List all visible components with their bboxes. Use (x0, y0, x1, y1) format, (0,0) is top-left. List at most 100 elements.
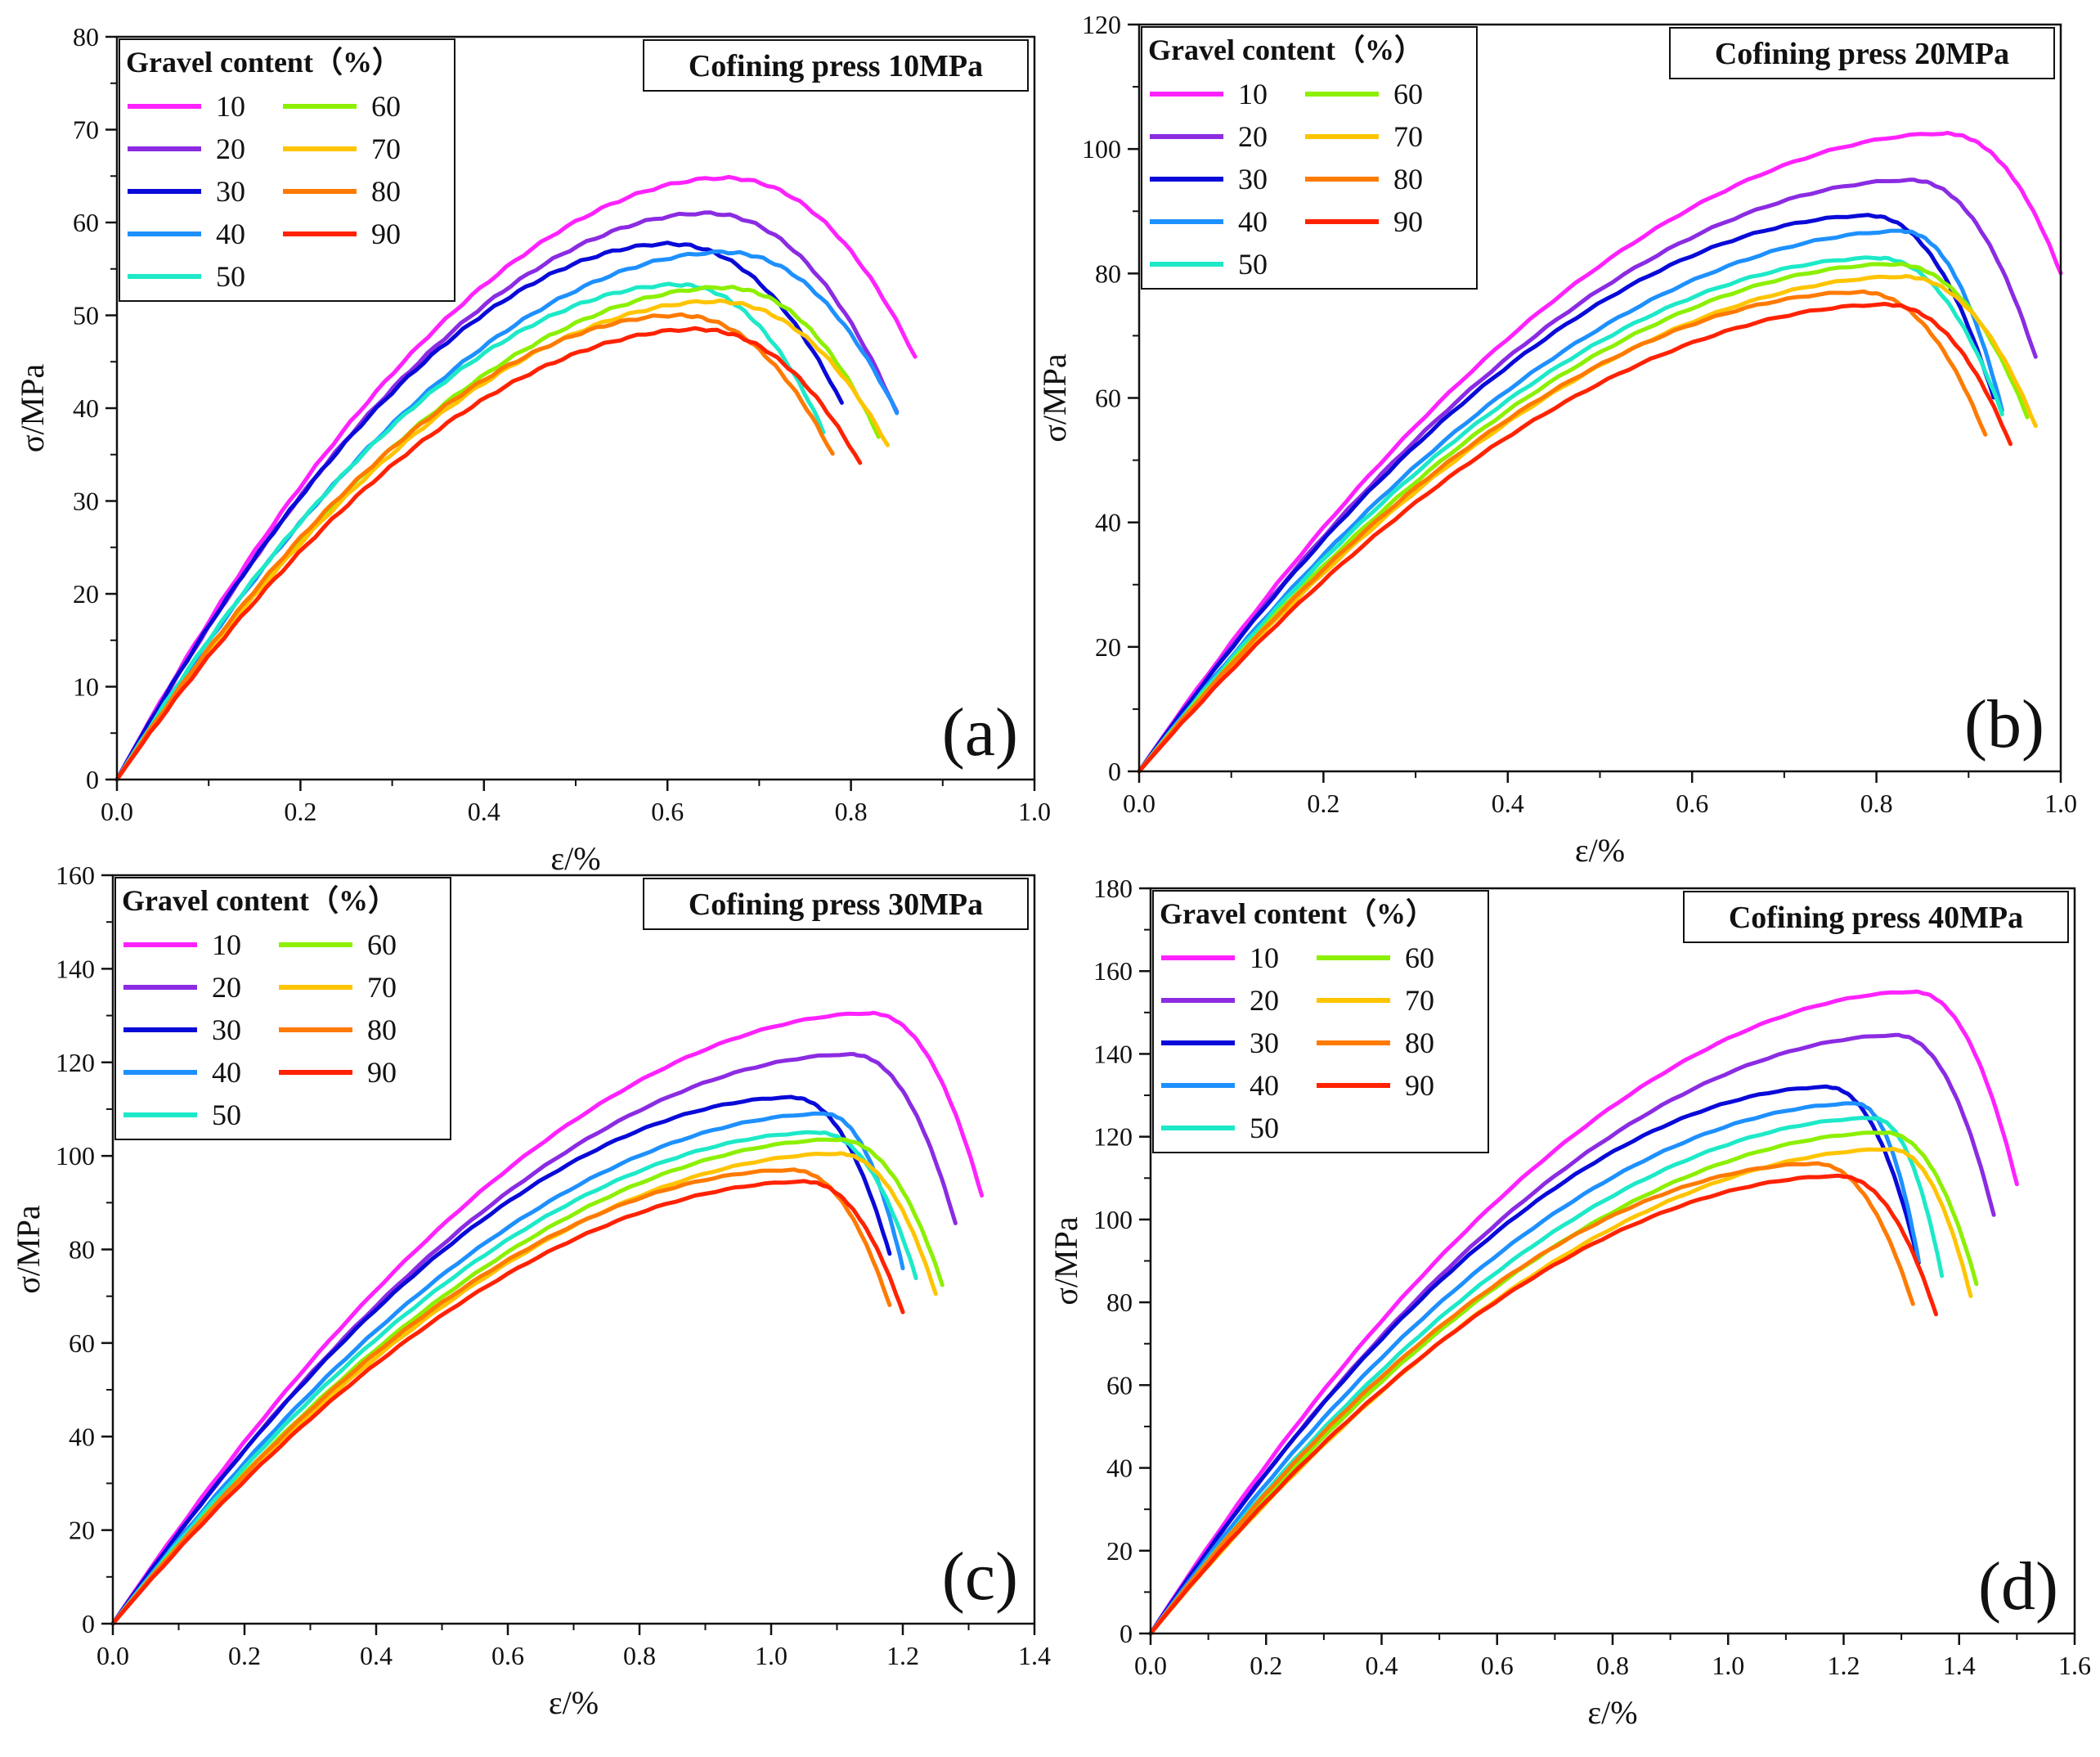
condition-label: Cofining press 20MPa (1715, 37, 2009, 71)
y-tick-label: 100 (1093, 1205, 1133, 1234)
x-tick-label: 1.2 (1828, 1651, 1860, 1680)
condition-box (643, 39, 1029, 92)
y-axis-title: σ/MPa (10, 1205, 47, 1293)
legend-box (114, 877, 451, 1140)
legend-label-80: 80 (1393, 163, 1423, 195)
y-tick-label: 80 (1095, 258, 1121, 288)
legend-label-50: 50 (1238, 248, 1268, 281)
y-tick-label: 20 (1095, 632, 1121, 662)
legend-label-70: 70 (1393, 120, 1423, 153)
legend-label-60: 60 (1393, 78, 1423, 110)
legend-label-20: 20 (1250, 984, 1279, 1017)
legend-label-60: 60 (1405, 941, 1434, 974)
y-tick-label: 40 (1106, 1454, 1133, 1483)
x-tick-label: 1.0 (2044, 789, 2077, 818)
series-line-10 (114, 174, 918, 782)
series-line-80 (1137, 289, 1988, 774)
legend-label-30: 30 (212, 1013, 241, 1046)
legend-label-50: 50 (216, 260, 245, 293)
y-tick-label: 100 (56, 1141, 95, 1171)
chart-panel-b: 0.0 0.2 0.4 0.6 0.8 1.0 0 20 40 60 80 100 120 ε/% σ/MP… (1036, 10, 2077, 869)
chart-panel-a: 0.0 0.2 0.4 0.6 0.8 1.0 0 10 20 30 40 50 60 70 80 ε/% σ/… (14, 22, 1051, 877)
legend-label-40: 40 (1238, 205, 1268, 238)
series-line-30 (114, 240, 844, 782)
y-tick-label: 60 (1106, 1370, 1133, 1400)
x-axis-title: ε/% (1575, 832, 1625, 869)
legend-box (1141, 26, 1478, 290)
condition-box (1669, 27, 2055, 79)
y-tick-label: 180 (1093, 874, 1133, 903)
chart-panel-c: 0.0 0.2 0.4 0.6 0.8 1.0 1.2 1.4 0 20 40 60 80 100 120 1… (10, 861, 1051, 1721)
y-tick-label: 160 (1093, 956, 1133, 986)
legend-title: Gravel content（%） (1148, 34, 1424, 66)
legend-label-60: 60 (371, 90, 401, 123)
legend-label-90: 90 (1405, 1069, 1434, 1102)
x-tick-label: 1.0 (755, 1641, 788, 1670)
series-line-30 (1137, 213, 1996, 774)
series-line-50 (110, 1130, 918, 1626)
x-axis-title: ε/% (549, 1684, 599, 1721)
y-tick-label: 70 (73, 115, 99, 145)
legend-label-50: 50 (212, 1099, 241, 1131)
series-line-80 (110, 1167, 892, 1626)
panel-label: (c) (942, 1539, 1018, 1615)
series-line-80 (1148, 1161, 1915, 1636)
y-tick-label: 60 (73, 208, 99, 237)
legend-label-70: 70 (1405, 984, 1434, 1017)
legend-label-40: 40 (212, 1056, 241, 1089)
y-tick-label: 80 (69, 1235, 95, 1265)
legend-box (1152, 890, 1489, 1153)
series-line-50 (1137, 255, 2004, 774)
legend-label-20: 20 (1238, 120, 1268, 153)
series-line-70 (110, 1151, 938, 1626)
series-line-60 (1137, 262, 2030, 774)
series-line-60 (114, 285, 881, 782)
y-tick-label: 40 (73, 393, 99, 423)
y-tick-label: 30 (73, 487, 99, 516)
y-tick-label: 120 (56, 1048, 95, 1077)
x-axis-title: ε/% (550, 840, 600, 877)
y-tick-label: 50 (73, 301, 99, 330)
series-line-40 (1137, 228, 2004, 774)
legend-label-80: 80 (371, 175, 401, 208)
legend-label-20: 20 (216, 133, 245, 165)
legend-label-30: 30 (1238, 163, 1268, 195)
x-tick-label: 1.0 (1712, 1651, 1744, 1680)
x-tick-label: 0.2 (228, 1641, 261, 1670)
y-tick-label: 60 (69, 1328, 95, 1358)
legend-label-10: 10 (1238, 78, 1268, 110)
y-axis-title: σ/MPa (1036, 353, 1073, 442)
condition-label: Cofining press 30MPa (689, 887, 983, 922)
y-tick-label: 40 (69, 1422, 95, 1451)
legend-label-60: 60 (367, 928, 397, 961)
x-tick-label: 0.2 (1250, 1651, 1282, 1680)
y-tick-label: 160 (56, 861, 95, 890)
x-tick-label: 0.8 (1860, 789, 1893, 818)
x-tick-label: 0.6 (1676, 789, 1708, 818)
y-axis-title: σ/MPa (1048, 1216, 1084, 1305)
legend-label-10: 10 (212, 928, 241, 961)
series-line-70 (114, 298, 890, 782)
x-tick-label: 0.6 (651, 797, 684, 826)
series-line-90 (110, 1179, 905, 1626)
y-tick-label: 40 (1095, 508, 1121, 537)
series-line-40 (114, 249, 900, 782)
legend-label-50: 50 (1250, 1112, 1279, 1144)
series-line-30 (110, 1094, 892, 1626)
x-tick-label: 1.0 (1018, 797, 1051, 826)
y-tick-label: 0 (86, 765, 99, 794)
series-line-40 (1148, 1101, 1921, 1636)
x-tick-label: 1.4 (1018, 1641, 1051, 1670)
condition-box (1683, 891, 2069, 943)
panel-label: (a) (942, 694, 1018, 771)
series-line-90 (1137, 302, 2012, 774)
y-tick-label: 10 (73, 672, 99, 702)
legend-title: Gravel content（%） (126, 46, 402, 79)
series-line-60 (110, 1137, 945, 1626)
chart-panel-d: 0.0 0.2 0.4 0.6 0.8 1.0 1.2 1.4 1.6 0 20 40 60 80 100 1… (1048, 874, 2091, 1731)
panel-label: (d) (1978, 1548, 2058, 1624)
y-tick-label: 140 (1093, 1039, 1133, 1068)
x-tick-label: 0.0 (96, 1641, 129, 1670)
legend-label-90: 90 (367, 1056, 397, 1089)
legend-label-40: 40 (1250, 1069, 1279, 1102)
